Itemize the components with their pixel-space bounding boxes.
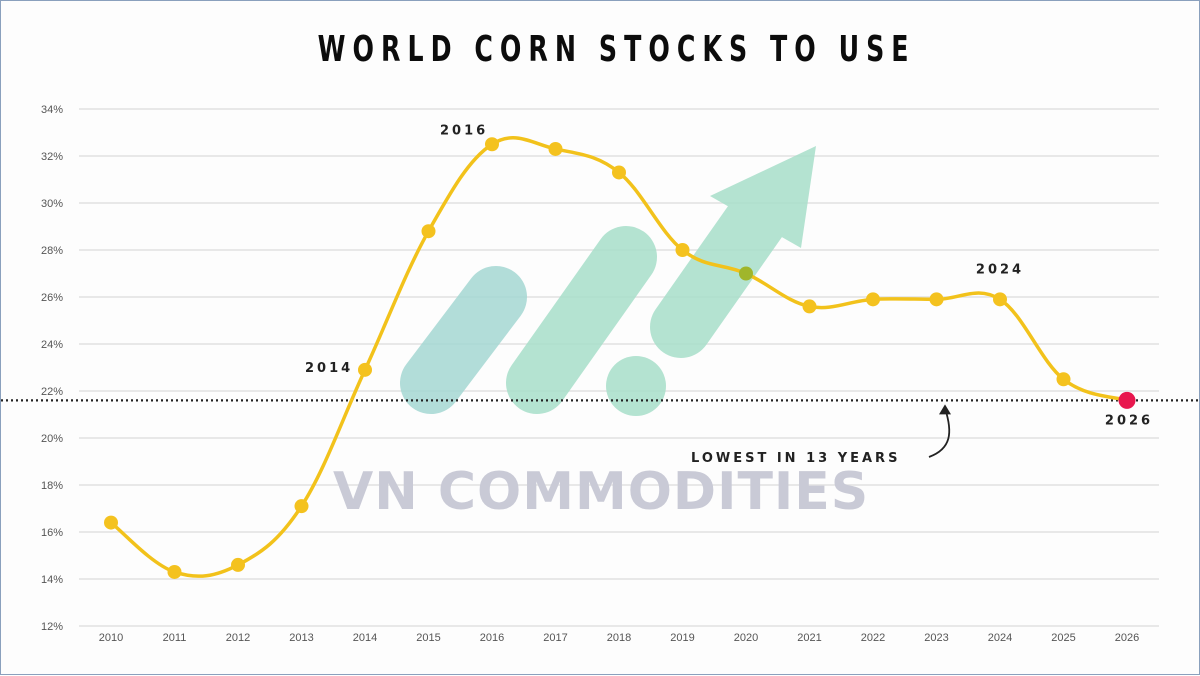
arrow-head-icon [939,404,951,415]
data-points [104,137,1136,579]
data-point-2025 [1056,372,1071,387]
annotation-2016: 2016 [440,123,488,138]
data-point-2023 [929,292,944,307]
annotation-lowest: LOWEST IN 13 YEARS [691,451,900,466]
y-tick-label: 32% [41,151,63,163]
gridlines: 12% 14% 16% 18% 20% 22% 24% 26% 28% 30% 32% 34% [41,104,1159,633]
data-point-2024 [993,292,1007,307]
data-point-2021 [802,299,817,314]
logo-bar-2 [506,226,657,414]
x-tick-label: 2026 [1115,632,1139,644]
y-tick-label: 30% [41,198,63,210]
y-tick-label: 16% [41,527,63,539]
series-line [109,136,1128,578]
y-tick-label: 22% [41,386,63,398]
x-tick-label: 2013 [289,632,313,644]
logo-dot [606,356,666,416]
logo-arrow-shaft [650,182,792,358]
data-point-2022 [866,292,880,307]
y-tick-label: 24% [41,339,63,351]
x-tick-label: 2025 [1051,632,1075,644]
x-tick-label: 2010 [99,632,123,644]
y-tick-label: 28% [41,245,63,257]
data-point-2010 [104,515,118,530]
x-axis: 2010 2011 2012 2013 2014 2015 2016 2017 2018 2019… [99,632,1139,644]
x-tick-label: 2024 [988,632,1012,644]
x-tick-label: 2020 [734,632,758,644]
x-tick-label: 2011 [163,632,187,644]
data-point-2013 [294,499,309,514]
y-tick-label: 14% [41,574,63,586]
annotation-2026: 2026 [1105,413,1153,428]
x-tick-label: 2015 [416,632,440,644]
data-point-2026 [1118,391,1136,409]
data-point-2014 [358,362,372,377]
data-point-2012 [231,557,245,572]
logo-bar-1 [400,266,527,414]
x-tick-label: 2012 [226,632,250,644]
data-point-2018 [612,165,626,180]
curved-arrow-icon [928,408,951,458]
data-point-2016 [485,137,499,152]
y-tick-label: 12% [41,621,63,633]
data-point-2020 [739,266,753,281]
x-tick-label: 2022 [861,632,885,644]
x-tick-label: 2018 [607,632,631,644]
x-tick-label: 2021 [797,632,821,644]
y-tick-label: 26% [41,292,63,304]
annotation-2024: 2024 [976,262,1024,277]
x-tick-label: 2016 [480,632,504,644]
chart-title: WORLD CORN STOCKS TO USE [317,29,916,70]
x-tick-label: 2023 [924,632,948,644]
x-tick-label: 2019 [670,632,694,644]
data-point-2015 [421,224,436,239]
data-point-2011 [167,564,182,579]
x-tick-label: 2017 [543,632,567,644]
data-point-2019 [675,243,690,257]
logo-arrow-head [710,146,816,248]
data-point-2017 [548,141,563,156]
x-tick-label: 2014 [353,632,377,644]
y-tick-label: 20% [41,433,63,445]
watermark-text: VN COMMODITIES [333,462,869,522]
y-tick-label: 34% [41,104,63,116]
y-tick-label: 18% [41,480,63,492]
annotation-2014: 2014 [305,361,353,376]
